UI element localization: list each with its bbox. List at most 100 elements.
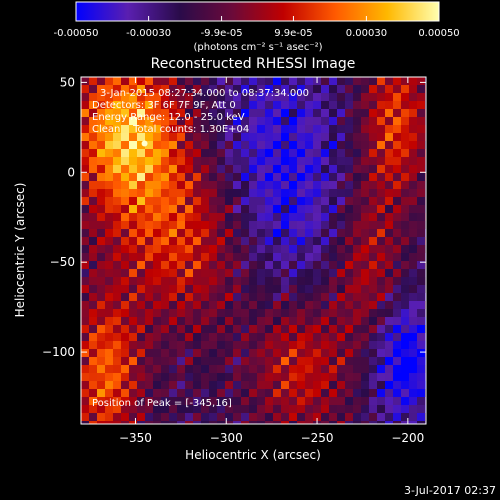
heatmap-cell [409,277,418,286]
heatmap-cell [153,101,162,110]
heatmap-cell [81,117,90,126]
heatmap-cell [289,269,298,278]
heatmap-cell [137,349,146,358]
heatmap-cell [89,357,98,366]
heatmap-cell [129,173,138,182]
heatmap-cell [233,269,242,278]
heatmap-cell [241,245,250,254]
heatmap-cell [297,125,306,134]
heatmap-cell [161,325,170,334]
heatmap-cell [369,349,378,358]
heatmap-cell [273,197,282,206]
heatmap-cell [105,117,114,126]
heatmap-cell [345,381,354,390]
heatmap-cell [257,157,266,166]
heatmap-cell [153,165,162,174]
heatmap-cell [385,125,394,134]
heatmap-cell [265,373,274,382]
heatmap-cell [249,341,258,350]
heatmap-cell [137,181,146,190]
heatmap-cell [393,341,402,350]
heatmap-cell [305,93,314,102]
heatmap-cell [297,301,306,310]
heatmap-cell [361,309,370,318]
heatmap-cell [289,381,298,390]
heatmap-cell [249,157,258,166]
heatmap-cell [121,341,130,350]
heatmap-cell [273,381,282,390]
heatmap-cell [393,149,402,158]
heatmap-cell [113,205,122,214]
heatmap-cell [345,293,354,302]
heatmap-cell [193,349,202,358]
heatmap-cell [345,269,354,278]
heatmap-cell [105,373,114,382]
heatmap-cell [417,181,426,190]
heatmap-cell [393,293,402,302]
heatmap-cell [337,77,346,86]
heatmap-cell [137,237,146,246]
heatmap-cell [153,341,162,350]
heatmap-cell [305,101,314,110]
heatmap-cell [121,373,130,382]
heatmap-cell [121,277,130,286]
heatmap-cell [329,277,338,286]
heatmap-cell [145,293,154,302]
heatmap-cell [393,85,402,94]
heatmap-cell [249,93,258,102]
heatmap-cell [161,381,170,390]
heatmap-cell [209,181,218,190]
heatmap-cell [209,405,218,414]
heatmap-cell [193,341,202,350]
heatmap-cell [177,173,186,182]
heatmap-cell [161,213,170,222]
x-tick-label: −300 [210,431,243,445]
heatmap-cell [145,277,154,286]
heatmap-cell [105,301,114,310]
heatmap-cell [169,173,178,182]
heatmap-cell [401,389,410,398]
heatmap-cell [265,269,274,278]
heatmap-cell [137,301,146,310]
heatmap-cell [209,325,218,334]
heatmap-cell [201,181,210,190]
heatmap-cell [361,125,370,134]
heatmap-cell [369,421,378,424]
heatmap-cell [321,285,330,294]
heatmap-cell [393,165,402,174]
heatmap-cell [257,325,266,334]
heatmap-cell [305,157,314,166]
heatmap-cell [81,381,90,390]
heatmap-cell [161,245,170,254]
heatmap-cell [337,101,346,110]
heatmap-cell [297,269,306,278]
heatmap-cell [385,141,394,150]
heatmap-cell [401,213,410,222]
heatmap-cell [401,397,410,406]
heatmap-cell [97,325,106,334]
heatmap-cell [329,117,338,126]
heatmap-cell [409,77,418,86]
heatmap-cell [129,421,138,424]
heatmap-cell [89,189,98,198]
heatmap-cell [361,181,370,190]
heatmap-cell [201,357,210,366]
heatmap-cell [233,117,242,126]
heatmap-cell [225,157,234,166]
heatmap-cell [201,197,210,206]
heatmap-cell [409,293,418,302]
heatmap-cell [393,245,402,254]
heatmap-cell [385,197,394,206]
heatmap-cell [281,197,290,206]
heatmap-cell [265,357,274,366]
heatmap-cell [281,125,290,134]
heatmap-cell [121,197,130,206]
heatmap-cell [217,245,226,254]
heatmap-cell [201,365,210,374]
heatmap-cell [305,109,314,118]
heatmap-cell [161,85,170,94]
heatmap-cell [385,213,394,222]
heatmap-cell [225,133,234,142]
heatmap-cell [161,181,170,190]
heatmap-cell [305,381,314,390]
